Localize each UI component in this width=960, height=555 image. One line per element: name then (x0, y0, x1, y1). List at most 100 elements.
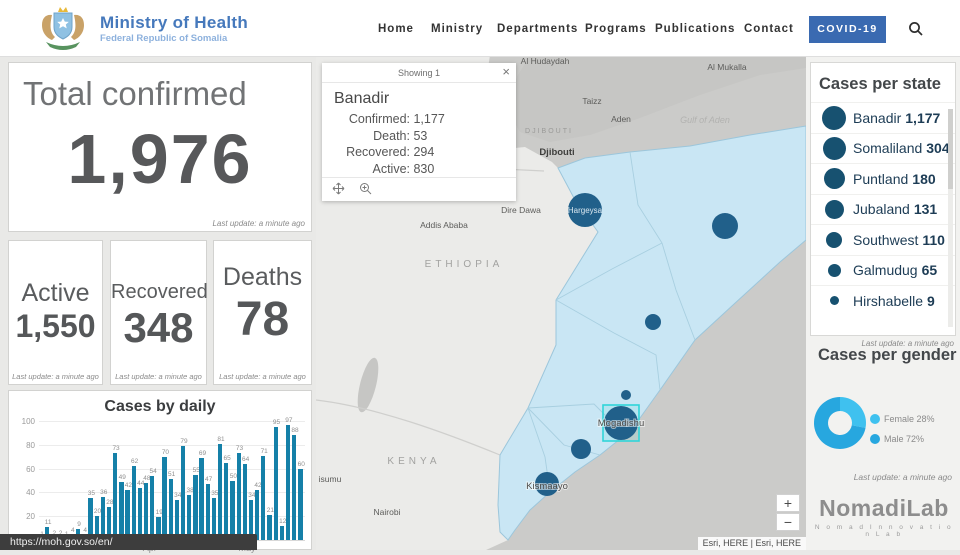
daily-bar[interactable] (162, 456, 167, 540)
state-bubble-icon (822, 105, 846, 130)
daily-bar[interactable] (100, 497, 106, 540)
states-scrollbar[interactable] (948, 109, 953, 327)
state-name: Galmudug (853, 262, 918, 279)
daily-bar[interactable] (187, 494, 192, 540)
state-row-puntland[interactable]: Puntland 180 (811, 163, 955, 194)
ministry-brand[interactable]: Ministry of Health Federal Republic of S… (100, 13, 248, 44)
donut-slice-female[interactable] (840, 397, 867, 428)
search-icon[interactable] (908, 21, 924, 37)
daily-bar[interactable] (298, 468, 303, 540)
state-row-hirshabelle[interactable]: Hirshabelle 9 (811, 285, 955, 316)
state-row-southwest[interactable]: Southwest 110 (811, 224, 955, 255)
daily-bar[interactable] (261, 455, 266, 540)
daily-bar[interactable] (236, 453, 241, 540)
daily-bar[interactable] (273, 426, 278, 540)
donut-slice-male[interactable] (814, 397, 866, 449)
daily-bar[interactable] (137, 487, 143, 540)
state-row-banadir[interactable]: Banadir 1,177 (811, 102, 955, 133)
map-bubble-puntland[interactable] (712, 213, 738, 239)
state-bubble-icon (823, 168, 845, 190)
nomadilab-logo-subtext: N o m a d I n n o v a t i o n L a b (814, 524, 954, 538)
daily-bar[interactable] (180, 446, 186, 540)
gender-donut-chart[interactable] (808, 391, 872, 455)
map-bubble-southwest[interactable] (571, 439, 591, 459)
bar-value-label: 44 (137, 479, 145, 487)
daily-bar[interactable] (119, 481, 124, 540)
cases-per-state-title: Cases per state (819, 75, 941, 93)
daily-bar[interactable] (217, 443, 223, 540)
daily-bar[interactable] (285, 424, 291, 540)
state-row-galmudug[interactable]: Galmudug 65 (811, 254, 955, 286)
map-zoom-in-button[interactable]: + (776, 494, 800, 512)
daily-bar[interactable] (292, 435, 297, 540)
cases-per-gender-title: Cases per gender (818, 346, 957, 364)
map-bubble-banadir[interactable] (604, 406, 638, 440)
daily-bar[interactable] (94, 516, 99, 540)
status-bar-url: https://moh.gov.so/en/ (0, 534, 257, 550)
state-borders (527, 151, 696, 493)
bar-value-label: 64 (242, 455, 250, 463)
daily-bar[interactable] (230, 480, 235, 540)
cases-per-state-card: Cases per state Banadir 1,177 Somaliland 30… (810, 62, 956, 336)
bar-value-label: 35 (87, 490, 95, 498)
daily-bar[interactable] (174, 499, 180, 540)
daily-bar[interactable] (255, 490, 260, 540)
bar-value-label: 97 (285, 416, 293, 424)
bar-value-label: 4 (83, 527, 88, 535)
map-label: Dire Dawa (501, 205, 541, 215)
male-legend-dot (870, 434, 880, 444)
nav-programs[interactable]: Programs (585, 23, 647, 35)
y-tick-label: 20 (26, 512, 35, 522)
daily-bar[interactable] (113, 453, 118, 540)
daily-bar[interactable] (88, 498, 93, 540)
nav-contact[interactable]: Contact (744, 23, 794, 35)
close-icon[interactable]: × (502, 64, 510, 79)
bar-value-label: 36 (100, 489, 108, 497)
state-row-jubaland[interactable]: Jubaland 131 (811, 193, 955, 225)
popup-row-label: Death: (373, 128, 410, 143)
zoom-to-icon[interactable] (359, 182, 372, 195)
active-card: Active 1,550 Last update: a minute ago (8, 240, 103, 385)
daily-bar[interactable] (143, 482, 149, 540)
map-bubble-jubaland[interactable] (535, 472, 559, 496)
daily-bar[interactable] (106, 506, 112, 540)
map-bubble-galmudug[interactable] (645, 314, 661, 330)
cases-by-daily-card: Cases by daily 1112214943520362873494262… (8, 390, 312, 553)
popup-row-value: 1,177 (413, 112, 445, 126)
map-label: Kismaayo (526, 481, 568, 492)
bar-value-label: 11 (44, 518, 52, 526)
daily-bar[interactable] (125, 490, 130, 540)
popup-row-label: Active: (372, 161, 410, 176)
daily-bar[interactable] (150, 475, 155, 540)
nav-ministry[interactable]: Ministry (431, 23, 484, 35)
bar-value-label: 47 (205, 476, 213, 484)
daily-bar[interactable] (279, 525, 284, 540)
map-bubble-somaliland[interactable] (568, 193, 602, 227)
daily-bar[interactable] (199, 457, 204, 540)
ministry-subtitle: Federal Republic of Somalia (100, 33, 228, 44)
daily-bar[interactable] (211, 498, 217, 540)
map-bubble-hirshabelle[interactable] (621, 390, 631, 400)
bar-value-label: 28 (106, 498, 114, 506)
daily-bar[interactable] (205, 484, 210, 540)
covid-19-button[interactable]: COVID-19 (809, 16, 886, 43)
daily-bar[interactable] (224, 462, 229, 540)
daily-bar[interactable] (168, 479, 173, 540)
bar-value-label: 54 (149, 467, 157, 475)
nav-publications[interactable]: Publications (655, 23, 736, 35)
pan-icon[interactable] (332, 182, 345, 195)
daily-bar[interactable] (45, 526, 50, 540)
nav-departments[interactable]: Departments (497, 23, 579, 35)
daily-bar[interactable] (242, 463, 247, 540)
map-label: Mogadishu (598, 418, 644, 429)
daily-bar[interactable] (267, 515, 272, 540)
nav-home[interactable]: Home (378, 23, 414, 35)
daily-bar[interactable] (193, 474, 198, 540)
state-row-somaliland[interactable]: Somaliland 304 (811, 132, 955, 164)
state-value: 1,177 (905, 109, 941, 126)
daily-bar[interactable] (248, 499, 254, 540)
daily-bar[interactable] (131, 466, 136, 540)
map-zoom-out-button[interactable]: − (776, 513, 800, 531)
last-update-text: Last update: a minute ago (212, 219, 305, 228)
daily-bar[interactable] (156, 517, 161, 540)
